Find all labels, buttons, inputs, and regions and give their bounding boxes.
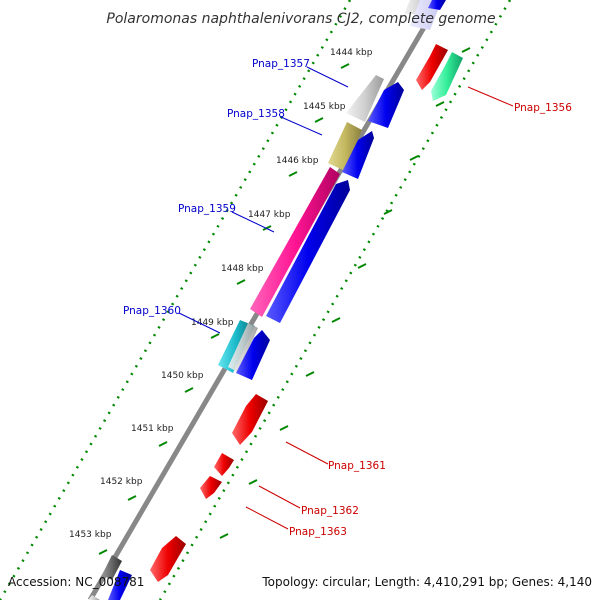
tick-marks — [98, 47, 471, 555]
tick-label: 1449 kbp — [191, 318, 234, 328]
gene-feature-red-bottom[interactable] — [150, 536, 186, 582]
gene-feature-blue-long[interactable] — [266, 180, 350, 323]
gene-label-pnap-1359[interactable]: Pnap_1359 — [178, 203, 236, 215]
tick-label: 1447 kbp — [248, 210, 291, 220]
gene-label-pnap-1362[interactable]: Pnap_1362 — [301, 505, 359, 517]
gene-feature-blue-top[interactable] — [428, 0, 446, 10]
gene-label-pnap-1363[interactable]: Pnap_1363 — [289, 526, 347, 538]
gene-feature-pnap-1362[interactable] — [214, 453, 234, 476]
accession-text: Accession: NC_008781 — [8, 575, 144, 589]
tick-label: 1452 kbp — [100, 477, 143, 487]
gene-feature-pnap-1357[interactable] — [346, 75, 384, 122]
tick-label: 1448 kbp — [221, 264, 264, 274]
gene-feature-pnap-1358[interactable] — [328, 122, 362, 171]
outer-ruler-dots — [0, 0, 352, 600]
gene-feature-blue-3[interactable] — [236, 330, 270, 380]
gene-label-pnap-1357[interactable]: Pnap_1357 — [252, 58, 310, 70]
tick-label: 1445 kbp — [303, 102, 346, 112]
gene-feature-blue-2[interactable] — [342, 131, 374, 179]
tick-label: 1444 kbp — [330, 48, 373, 58]
gene-feature-grey-bottom[interactable] — [88, 595, 100, 600]
gene-label-pnap-1358[interactable]: Pnap_1358 — [227, 108, 285, 120]
tick-label: 1451 kbp — [131, 424, 174, 434]
gene-label-pnap-1360[interactable]: Pnap_1360 — [123, 305, 181, 317]
gene-feature-grey-small[interactable] — [228, 323, 258, 372]
gene-feature-blue-bottom[interactable] — [108, 570, 132, 600]
gene-feature-pnap-1359[interactable] — [250, 167, 340, 317]
gene-feature-pnap-1363[interactable] — [200, 476, 222, 499]
tick-label: 1446 kbp — [276, 156, 319, 166]
gene-label-pnap-1361[interactable]: Pnap_1361 — [328, 460, 386, 472]
tick-label: 1453 kbp — [69, 530, 112, 540]
gene-feature-pnap-1356[interactable] — [431, 52, 463, 101]
gene-feature-dark-grey[interactable] — [102, 555, 122, 580]
gene-feature-blue-1[interactable] — [368, 82, 404, 128]
gene-feature-pnap-1361[interactable] — [232, 394, 268, 445]
topology-text: Topology: circular; Length: 4,410,291 bp… — [261, 575, 592, 589]
gene-label-pnap-1356[interactable]: Pnap_1356 — [514, 102, 572, 114]
map-title: Polaromonas naphthalenivorans CJ2, compl… — [106, 11, 495, 27]
label-leader-lines — [178, 66, 514, 530]
tick-label: 1450 kbp — [161, 371, 204, 381]
gene-feature-pnap-1356-red[interactable] — [416, 44, 448, 90]
